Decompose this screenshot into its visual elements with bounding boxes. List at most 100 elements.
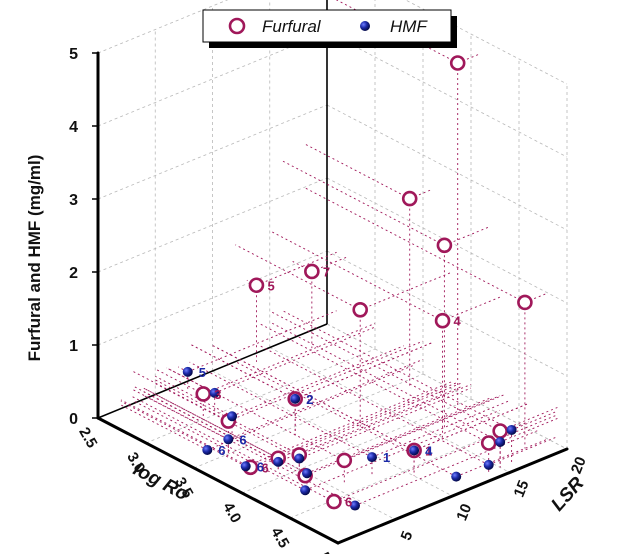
grid-line-back-z [326, 31, 568, 158]
z-tick-label: 2 [69, 265, 78, 282]
legend: Furfural HMF [202, 9, 457, 48]
legend-furfural-label: Furfural [262, 17, 322, 36]
furfural-point [195, 386, 212, 402]
drop-line-to-back-wall [187, 310, 337, 373]
hmf-point [182, 366, 193, 377]
drop-line-to-back-wall [299, 387, 472, 459]
drop-line-to-back-wall [511, 410, 558, 431]
grid-line-floor-y [212, 370, 453, 497]
drop-line-to-back-wall [524, 292, 548, 303]
furfural-point [352, 301, 369, 318]
furfural-point-label: 7 [323, 264, 330, 279]
drop-line-to-back-wall [278, 386, 462, 463]
legend-hmf-label: HMF [390, 17, 428, 36]
hmf-point-label: 4 [425, 443, 433, 458]
grid-line-side-z [97, 177, 328, 273]
y-axis-title: LSR [547, 473, 588, 515]
drop-line-to-back-wall [295, 342, 433, 400]
drop-lines [120, 0, 558, 510]
furfural-point [401, 190, 418, 207]
hmf-point-label: 6 [239, 432, 246, 447]
z-axis-title: Furfural and HMF (mg/ml) [25, 155, 44, 362]
legend-hmf-marker [360, 21, 370, 31]
drop-line-to-side-wall [258, 322, 489, 444]
drop-line-to-side-wall [280, 159, 445, 246]
hmf-point [409, 445, 420, 456]
grid-line-side-z [97, 104, 328, 200]
furfural-point-label: 4 [454, 314, 462, 329]
drop-line-to-back-wall [442, 296, 500, 322]
drop-line-to-back-wall [250, 382, 457, 468]
furfural-point [517, 294, 533, 311]
hmf-point [302, 468, 312, 479]
hmf-point [223, 434, 234, 445]
drop-line-to-back-wall [457, 53, 481, 64]
hmf-point [290, 393, 301, 404]
furfural-point-label: 5 [267, 278, 274, 293]
drop-line-to-side-wall [132, 388, 229, 440]
drop-line-to-side-wall [258, 344, 489, 466]
drop-line-to-side-wall [189, 361, 373, 458]
drop-line-to-side-wall [292, 261, 313, 272]
drop-line-to-back-wall [360, 271, 452, 311]
drop-line-to-side-wall [269, 310, 501, 432]
data-points [182, 55, 533, 511]
y-axis-line [336, 447, 569, 545]
drop-line-to-side-wall [235, 361, 457, 477]
drop-line-to-side-wall [269, 321, 501, 443]
drop-line-to-back-wall [354, 429, 539, 506]
drop-line-to-back-wall [306, 397, 491, 474]
hmf-point [495, 436, 506, 447]
furfural-point [449, 55, 466, 71]
furfural-point-label: 6 [262, 460, 269, 475]
y-tick-label: 15 [511, 478, 533, 500]
furfural-point [304, 263, 320, 280]
drop-line-to-side-wall [120, 400, 246, 467]
furfural-point-label: 2 [306, 392, 313, 407]
hmf-point-label: 5 [199, 365, 206, 380]
x-axis-title: log Ro [130, 459, 192, 505]
drop-line-to-back-wall [245, 381, 452, 467]
hmf-point [273, 456, 284, 467]
drop-line-to-side-wall [155, 368, 204, 395]
grid-line-floor-x [289, 423, 520, 519]
drop-line-to-back-wall [456, 438, 548, 478]
drop-line-to-side-wall [120, 399, 251, 468]
hmf-point-label: 6 [218, 443, 225, 458]
drop-line-to-back-wall [231, 345, 404, 417]
drop-line-to-side-wall [143, 387, 279, 459]
furfural-point-label: 6 [345, 495, 352, 510]
grid-line-floor-x [145, 348, 376, 444]
y-tick-label: 5 [398, 529, 417, 543]
drop-line-to-back-wall [278, 382, 462, 459]
x-tick-label: 2.5 [75, 424, 100, 451]
x-tick-label: 5.0 [315, 549, 340, 554]
drop-line-to-back-wall [207, 364, 414, 451]
drop-line-to-side-wall [143, 391, 279, 463]
drop-line-to-back-wall [203, 323, 376, 395]
drop-line-to-back-wall [214, 326, 376, 394]
drop-line-to-back-wall [409, 188, 433, 200]
grid-line-side-z [97, 250, 328, 346]
y-tick-label: 10 [453, 501, 475, 523]
drop-line-to-side-wall [166, 367, 215, 394]
drop-line-to-side-wall [235, 244, 361, 311]
hmf-point [506, 424, 517, 435]
drop-line-to-back-wall [413, 403, 529, 451]
furfural-point [248, 277, 265, 294]
hmf-point [451, 471, 462, 482]
hmf-point [227, 411, 238, 422]
furfural-point-label: 3 [214, 387, 221, 402]
z-tick-label: 5 [69, 46, 78, 63]
legend-furfural-marker [228, 17, 246, 35]
hmf-point-label: 6 [257, 459, 264, 474]
hmf-point [300, 485, 311, 496]
furfural-point-label: 1 [425, 443, 432, 458]
z-tick-label: 0 [69, 411, 78, 428]
furfural-point [326, 493, 342, 510]
drop-line-to-back-wall [488, 414, 558, 444]
drop-line-to-back-wall [499, 418, 558, 443]
drop-line-to-back-wall [299, 383, 472, 456]
